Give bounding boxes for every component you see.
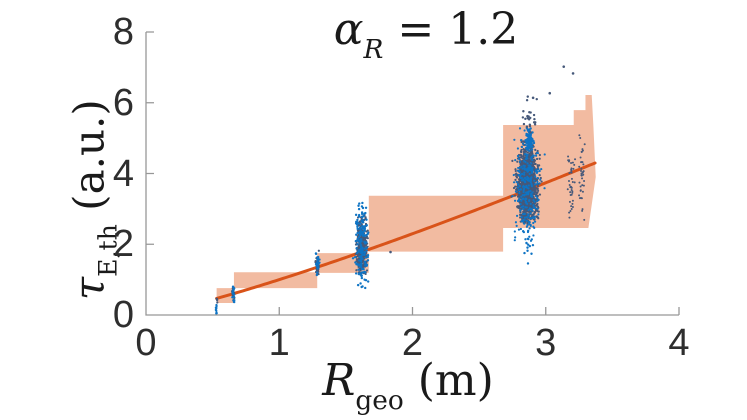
x-axis-subscript: geo	[355, 384, 404, 416]
y-tick-label-8: 8	[112, 11, 134, 53]
y-tick-label-6: 6	[112, 81, 134, 124]
y-tick-label-2: 2	[112, 223, 134, 266]
plot-title: αR = 1.2	[266, 4, 586, 72]
x-axis-label: Rgeo (m)	[258, 354, 558, 420]
y-tick-label-0: 0	[112, 294, 134, 336]
x-tick-label-0: 0	[135, 322, 157, 364]
title-alpha-symbol: α	[333, 4, 364, 55]
title-subscript: R	[363, 33, 384, 65]
y-tick-label-4: 4	[112, 152, 134, 195]
x-axis-variable: R	[322, 355, 356, 406]
x-tick-label-2: 2	[401, 322, 424, 364]
x-axis-unit: (m)	[403, 355, 494, 406]
x-tick-label-4: 4	[668, 322, 690, 364]
x-tick-label-1: 1	[268, 322, 290, 364]
x-tick-label-3: 3	[535, 322, 557, 364]
title-value: = 1.2	[383, 4, 519, 55]
